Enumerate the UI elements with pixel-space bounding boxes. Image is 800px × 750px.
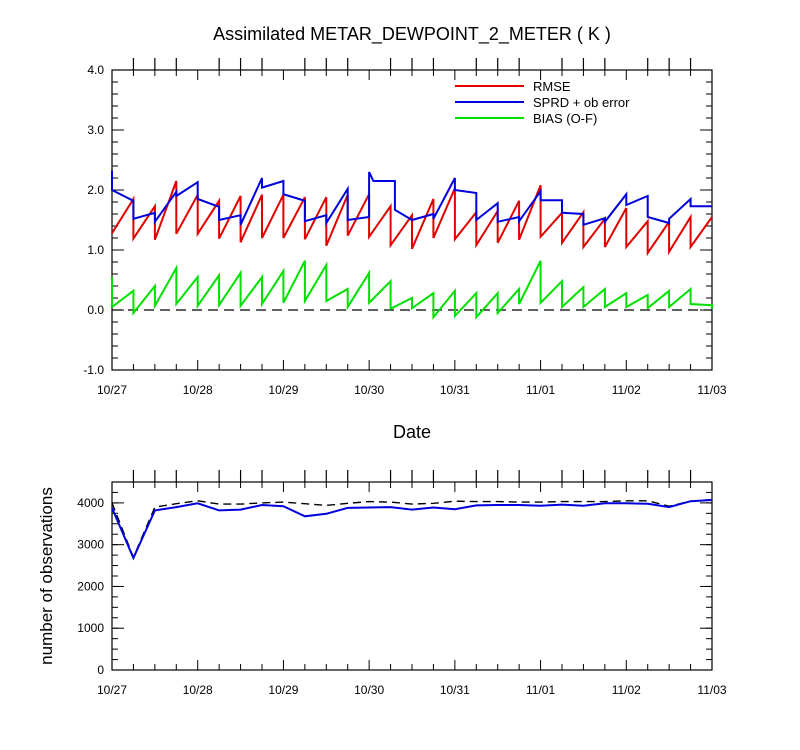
x-tick-label: 10/29 [268, 683, 298, 697]
legend-label: RMSE [533, 79, 571, 94]
y-tick-label: 0 [97, 663, 104, 677]
y-axis-label: number of observations [37, 487, 56, 665]
x-tick-label: 10/28 [183, 683, 213, 697]
x-tick-label: 10/27 [97, 683, 127, 697]
series-line-series-1 [111, 499, 713, 561]
x-tick-label: 11/01 [526, 383, 555, 397]
x-tick-label: 11/03 [697, 683, 726, 697]
y-tick-label: 2.0 [87, 183, 104, 197]
x-tick-label: 10/31 [440, 383, 470, 397]
legend-label: BIAS (O-F) [533, 111, 597, 126]
y-tick-label: 2000 [77, 579, 104, 593]
y-tick-label: 4.0 [87, 63, 104, 77]
series-line-series-0 [111, 498, 713, 560]
y-tick-label: 3000 [77, 538, 104, 552]
series-line-sprd-ob-error [111, 170, 712, 227]
x-tick-label: 11/02 [612, 383, 641, 397]
y-tick-label: 1000 [77, 621, 104, 635]
y-tick-label: 0.0 [87, 303, 104, 317]
y-tick-label: 4000 [77, 496, 104, 510]
x-tick-label: 10/31 [440, 683, 470, 697]
y-tick-label: 1.0 [87, 243, 104, 257]
x-tick-label: 10/28 [183, 383, 213, 397]
bottom-panel: 10/27 10/28 10/29 10/30 10/31 11/01 11/02 11/03… [77, 470, 727, 697]
x-axis-label: Date [393, 422, 431, 442]
x-tick-label: 10/29 [268, 383, 298, 397]
series-line-bias-o-f- [111, 260, 713, 321]
y-tick-label: -1.0 [83, 363, 104, 377]
series-line-rmse [111, 180, 713, 257]
x-tick-label: 10/30 [354, 683, 384, 697]
chart-title: Assimilated METAR_DEWPOINT_2_METER ( K ) [213, 24, 611, 45]
x-tick-label: 11/02 [612, 683, 641, 697]
y-tick-label: 3.0 [87, 123, 104, 137]
top-panel: 10/27 10/28 10/29 10/30 10/31 11/01 11/02 11/03… [83, 58, 727, 397]
x-tick-label: 11/03 [697, 383, 726, 397]
x-tick-label: 10/30 [354, 383, 384, 397]
legend-label: SPRD + ob error [533, 95, 630, 110]
x-tick-label: 10/27 [97, 383, 127, 397]
x-tick-label: 11/01 [526, 683, 555, 697]
